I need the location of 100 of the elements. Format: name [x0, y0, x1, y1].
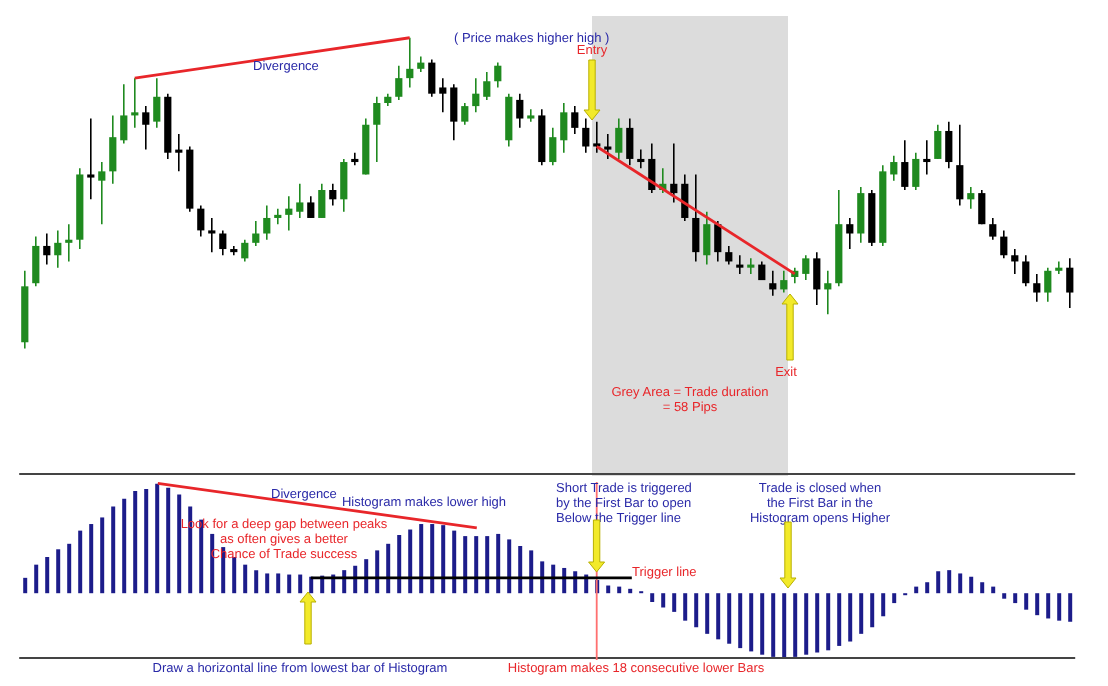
candlestick: [901, 139, 909, 191]
bar: [881, 593, 886, 617]
candlestick: [329, 182, 337, 207]
candlestick: [626, 117, 634, 166]
bar: [683, 593, 688, 621]
bar: [958, 573, 963, 594]
candlestick: [560, 102, 568, 154]
candlestick: [197, 204, 205, 238]
candlestick: [538, 108, 546, 166]
bar: [507, 539, 512, 594]
candlestick: [1022, 254, 1030, 288]
candlestick: [571, 105, 579, 135]
bar: [672, 593, 677, 612]
bar: [749, 593, 754, 652]
bar: [397, 535, 402, 594]
candlestick: [769, 269, 777, 297]
candlestick: [241, 238, 249, 263]
bar: [837, 593, 842, 646]
bar: [34, 564, 39, 594]
candlestick: [428, 58, 436, 98]
candlestick: [945, 120, 953, 170]
bar: [617, 586, 622, 594]
candlestick: [1033, 273, 1041, 303]
bar: [430, 524, 435, 594]
bar: [848, 593, 853, 642]
bar: [496, 533, 501, 594]
bar: [892, 593, 897, 604]
candlestick: [857, 186, 865, 244]
bar: [969, 576, 974, 594]
candlestick: [43, 232, 51, 266]
candlestick: [340, 158, 348, 213]
bar: [705, 593, 710, 634]
bar: [287, 574, 292, 594]
bar: [1024, 593, 1029, 610]
bar: [45, 556, 50, 594]
bar: [1068, 593, 1073, 622]
candlestick: [296, 182, 304, 219]
bar: [661, 593, 666, 608]
candlestick: [252, 220, 260, 247]
bar: [947, 570, 952, 594]
bar: [364, 559, 369, 594]
bar: [771, 593, 776, 657]
bar: [155, 483, 160, 594]
candlestick: [65, 223, 73, 263]
bar: [122, 498, 127, 594]
candlestick: [120, 83, 128, 145]
candlestick: [824, 269, 832, 316]
candlestick: [1066, 257, 1074, 309]
candlestick: [263, 204, 271, 241]
bar: [606, 585, 611, 594]
candlestick: [890, 155, 898, 182]
bar: [67, 543, 72, 594]
bar: [232, 556, 237, 594]
candlestick: [956, 123, 964, 207]
bar: [254, 570, 259, 594]
candlestick: [714, 220, 722, 263]
bar: [518, 545, 523, 594]
bar: [111, 506, 116, 594]
bar: [56, 549, 61, 594]
candlestick: [505, 92, 513, 148]
candlestick: [175, 133, 183, 173]
bar: [716, 593, 721, 640]
candlestick: [406, 36, 414, 89]
candlestick: [274, 207, 282, 225]
candlestick: [285, 195, 293, 232]
bar: [727, 593, 732, 644]
bar: [452, 530, 457, 594]
candlestick: [461, 102, 469, 126]
candlestick: [109, 114, 117, 185]
bar: [738, 593, 743, 649]
candlestick: [736, 254, 744, 275]
bar: [1013, 593, 1018, 604]
candlestick: [604, 133, 612, 160]
bar: [826, 593, 831, 651]
bar: [474, 536, 479, 594]
bar: [694, 593, 699, 628]
candlestick: [934, 123, 942, 160]
candlestick: [582, 117, 590, 154]
bar: [870, 593, 875, 628]
candlestick: [846, 217, 854, 250]
candlestick: [450, 83, 458, 142]
bar: [782, 593, 787, 658]
bar: [540, 561, 545, 594]
bar: [1046, 593, 1051, 619]
candlestick: [802, 254, 810, 281]
candlestick: [483, 71, 491, 101]
candlestick: [1000, 229, 1008, 260]
bar: [100, 517, 105, 594]
bar: [760, 593, 765, 655]
candlestick: [351, 151, 359, 166]
bar: [1002, 593, 1007, 599]
bar: [386, 543, 391, 594]
candlestick: [1011, 248, 1019, 275]
bar: [815, 593, 820, 653]
bar: [859, 593, 864, 634]
bar: [78, 530, 83, 594]
bar: [210, 533, 215, 594]
bar: [980, 582, 985, 594]
bar: [408, 529, 413, 594]
candlestick: [747, 257, 755, 275]
